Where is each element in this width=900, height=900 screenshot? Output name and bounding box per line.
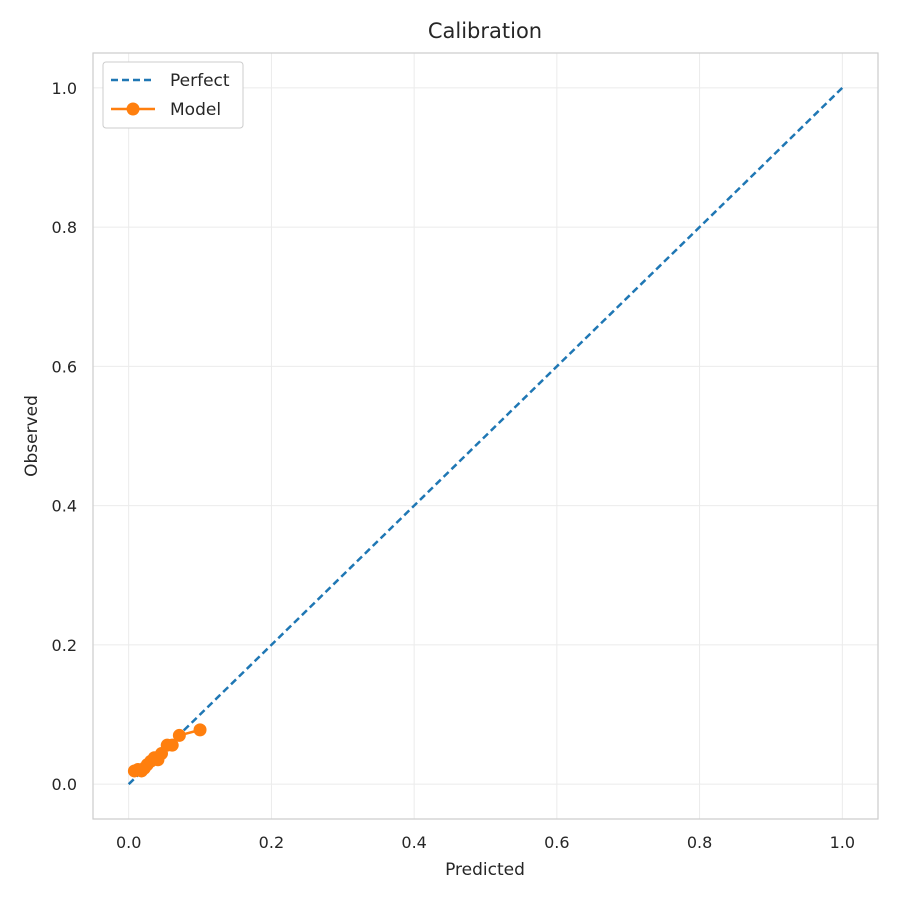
legend-perfect-label: Perfect xyxy=(170,71,230,91)
x-tick-label: 1.0 xyxy=(830,833,855,852)
tick-labels: 0.0 0.2 0.4 0.6 0.8 1.0 0.0 0.2 0.4 0.6 0.8 1.0 xyxy=(52,79,855,852)
series-point-model xyxy=(193,723,207,737)
x-axis-label: Predicted xyxy=(445,860,525,880)
plot-area-frame xyxy=(92,52,879,820)
y-tick-label: 1.0 xyxy=(52,79,77,98)
legend: Perfect Model xyxy=(102,61,244,129)
series-point-model xyxy=(172,728,186,742)
x-tick-label: 0.8 xyxy=(687,833,712,852)
x-tick-label: 0.6 xyxy=(544,833,569,852)
legend-model-label: Model xyxy=(170,100,221,120)
y-tick-label: 0.2 xyxy=(52,636,77,655)
y-axis-label: Observed xyxy=(22,395,42,477)
series-layer xyxy=(127,86,844,786)
x-tick-label: 0.0 xyxy=(116,833,141,852)
y-tick-label: 0.6 xyxy=(52,357,77,376)
y-tick-label: 0.8 xyxy=(52,218,77,237)
chart-title: Calibration xyxy=(428,19,542,43)
y-tick-label: 0.0 xyxy=(52,775,77,794)
x-tick-label: 0.2 xyxy=(259,833,284,852)
y-tick-label: 0.4 xyxy=(52,497,77,516)
legend-model-marker xyxy=(126,102,140,116)
series-point-model xyxy=(165,738,179,752)
series-line-perfect xyxy=(127,86,844,786)
x-tick-label: 0.4 xyxy=(401,833,426,852)
